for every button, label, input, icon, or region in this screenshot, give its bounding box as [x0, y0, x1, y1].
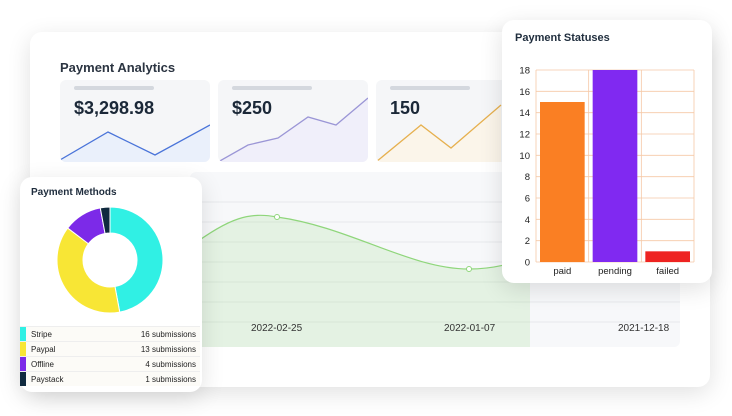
status-y-tick: 12	[519, 130, 530, 141]
payment-analytics-title: Payment Analytics	[60, 60, 176, 75]
legend-name: Stripe	[31, 330, 52, 339]
kpi-card-count[interactable]: 150	[376, 80, 526, 162]
status-bar-pending[interactable]	[592, 70, 638, 262]
payment-statuses-chart: 0 2 4 6 8 10 12 14 16 18 paid pending failed	[519, 66, 695, 277]
legend-swatch	[20, 357, 26, 371]
payment-methods-donut	[56, 206, 164, 314]
legend-count: 16 submissions	[140, 330, 196, 339]
timeline-point[interactable]	[466, 266, 472, 272]
legend-count: 1 submissions	[145, 375, 196, 384]
kpi-sparkline	[376, 104, 502, 162]
timeline-date-label: 2021-12-18	[618, 323, 670, 334]
legend-row-paystack[interactable]: Paystack 1 submissions	[20, 371, 200, 386]
legend-name: Offline	[31, 360, 54, 369]
status-y-tick: 0	[525, 258, 530, 269]
kpi-sparkline	[218, 97, 368, 162]
status-y-tick: 8	[525, 172, 530, 183]
kpi-value: $3,298.98	[74, 98, 155, 118]
legend-swatch	[20, 372, 26, 386]
legend-count: 4 submissions	[145, 360, 196, 369]
kpi-label-placeholder	[390, 86, 470, 90]
status-y-tick: 4	[525, 215, 530, 226]
payment-statuses-card: Payment Statuses 0 2 4 6 8 10 12 14 16 18 paid pend…	[502, 20, 712, 283]
kpi-card-amount[interactable]: $3,298.98	[60, 80, 210, 162]
legend-name: Paystack	[31, 375, 64, 384]
kpi-sparkline	[60, 124, 210, 162]
status-x-tick: failed	[656, 266, 679, 277]
timeline-date-label: 2022-01-07	[444, 323, 496, 334]
kpi-value: $250	[232, 98, 273, 118]
status-x-tick: paid	[553, 266, 571, 277]
donut-slice-paystack[interactable]	[99, 206, 111, 235]
legend-count: 13 submissions	[140, 345, 196, 354]
legend-row-paypal[interactable]: Paypal 13 submissions	[20, 341, 200, 356]
legend-row-stripe[interactable]: Stripe 16 submissions	[20, 326, 200, 341]
donut-slice-paypal[interactable]	[56, 227, 121, 314]
status-y-tick: 14	[519, 108, 530, 119]
status-bar-failed[interactable]	[645, 251, 690, 262]
status-y-tick: 16	[519, 87, 530, 98]
legend-row-offline[interactable]: Offline 4 submissions	[20, 356, 200, 371]
legend-swatch	[20, 342, 26, 356]
status-bar-paid[interactable]	[540, 102, 585, 262]
timeline-date-label: 2022-02-25	[251, 323, 303, 334]
kpi-label-placeholder	[232, 86, 312, 90]
donut-slice-stripe[interactable]	[109, 206, 164, 313]
kpi-value: 150	[390, 98, 421, 118]
legend-name: Paypal	[31, 345, 56, 354]
legend-swatch	[20, 327, 26, 341]
status-x-tick: pending	[598, 266, 632, 277]
status-y-tick: 6	[525, 194, 530, 205]
status-y-tick: 10	[519, 151, 530, 162]
payment-methods-card: Payment Methods Stripe 16 submissions Pa…	[20, 177, 202, 392]
kpi-card-pending[interactable]: $250	[218, 80, 368, 162]
payment-methods-title: Payment Methods	[31, 187, 117, 198]
status-y-tick: 18	[519, 66, 530, 77]
status-y-tick: 2	[525, 236, 530, 247]
kpi-label-placeholder	[74, 86, 154, 90]
timeline-point[interactable]	[274, 214, 280, 220]
payment-statuses-title: Payment Statuses	[515, 32, 610, 44]
